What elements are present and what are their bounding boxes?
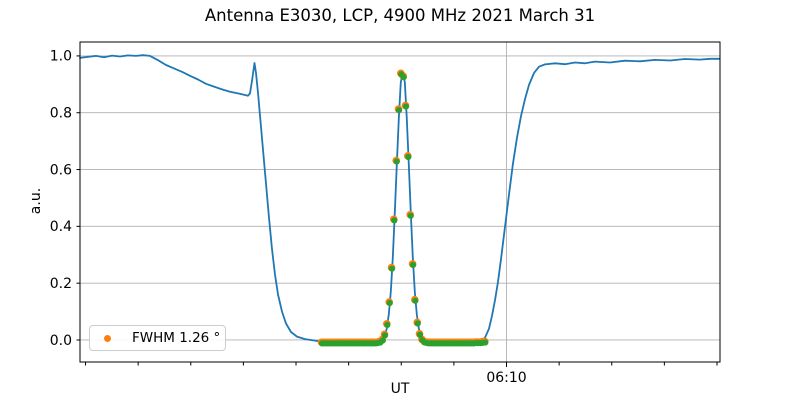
fit-point bbox=[381, 332, 389, 339]
y-tick-label: 0.2 bbox=[50, 276, 72, 292]
fit-point bbox=[402, 103, 410, 110]
fit-point bbox=[379, 337, 386, 344]
fit-point bbox=[416, 331, 424, 338]
fit-point bbox=[393, 158, 400, 165]
fit-point bbox=[391, 217, 398, 224]
chart-title: Antenna E3030, LCP, 4900 MHz 2021 March … bbox=[204, 6, 596, 25]
fit-point bbox=[388, 265, 396, 272]
fit-point bbox=[405, 153, 412, 161]
legend: FWHM 1.26 ° bbox=[89, 325, 226, 351]
signal-line bbox=[79, 54, 721, 346]
legend-label: FWHM 1.26 ° bbox=[132, 330, 221, 346]
fit-point bbox=[414, 320, 421, 327]
y-axis-label: a.u. bbox=[28, 187, 44, 215]
fit-point bbox=[400, 74, 407, 81]
y-tick-label: 0.0 bbox=[50, 333, 72, 349]
x-axis-label: UT bbox=[390, 381, 410, 397]
y-tick-label: 0.8 bbox=[50, 106, 72, 122]
fit-point bbox=[410, 261, 417, 269]
y-tick-label: 0.6 bbox=[50, 162, 72, 178]
y-tick-label: 1.0 bbox=[50, 49, 72, 65]
fit-point bbox=[395, 107, 403, 114]
x-tick-label: 06:10 bbox=[486, 370, 526, 386]
fit-point bbox=[386, 300, 393, 307]
legend-marker-orange-icon bbox=[104, 334, 111, 342]
fit-point bbox=[412, 297, 419, 304]
fit-point bbox=[482, 339, 489, 346]
y-tick-label: 0.4 bbox=[50, 219, 72, 235]
fit-point bbox=[407, 212, 414, 219]
axes-frame bbox=[79, 41, 721, 363]
fit-point bbox=[384, 321, 391, 328]
